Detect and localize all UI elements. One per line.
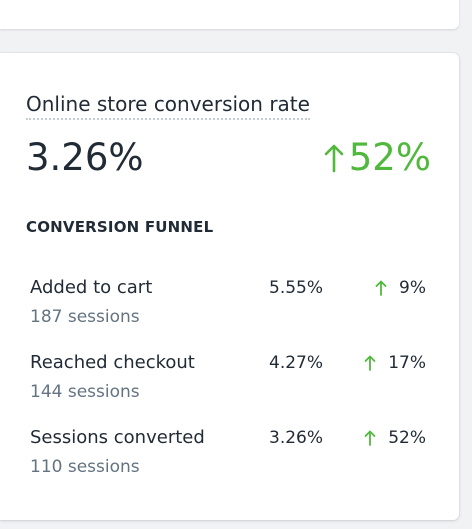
funnel-row-change-value: 52% <box>388 428 426 448</box>
funnel-row-rate: 5.55% <box>269 278 324 298</box>
conversion-rate-change: 52% <box>323 135 431 181</box>
funnel-row-change-value: 17% <box>388 353 426 373</box>
funnel-heading: CONVERSION FUNNEL <box>26 218 214 236</box>
arrow-up-icon <box>324 144 344 173</box>
conversion-rate-change-value: 52% <box>348 136 431 179</box>
funnel-row-change: 9% <box>375 276 426 300</box>
funnel-row-rate: 3.26% <box>269 428 324 448</box>
funnel-row-label: Sessions converted <box>30 427 205 448</box>
conversion-rate-value: 3.26% <box>26 136 144 179</box>
previous-card <box>0 0 459 29</box>
funnel-row-rate: 4.27% <box>269 353 324 373</box>
funnel-row-reached-checkout: Reached checkout 144 sessions 4.27% 17% <box>30 351 430 407</box>
funnel-row-sessions: 187 sessions <box>30 307 140 327</box>
funnel-row-sessions: 110 sessions <box>30 457 140 477</box>
funnel-row-sessions-converted: Sessions converted 110 sessions 3.26% 52… <box>30 426 430 482</box>
arrow-up-icon <box>364 430 376 446</box>
arrow-up-icon <box>375 280 387 296</box>
funnel-row-label: Added to cart <box>30 277 153 298</box>
funnel-row-added-to-cart: Added to cart 187 sessions 5.55% 9% <box>30 276 430 332</box>
funnel-row-sessions: 144 sessions <box>30 382 140 402</box>
conversion-rate-card: Online store conversion rate 3.26% 52% C… <box>0 53 459 520</box>
arrow-up-icon <box>364 355 376 371</box>
funnel-row-change: 17% <box>364 351 426 375</box>
funnel-row-change: 52% <box>364 426 426 450</box>
funnel-row-label: Reached checkout <box>30 352 195 373</box>
card-title[interactable]: Online store conversion rate <box>26 91 310 120</box>
funnel-row-change-value: 9% <box>399 278 426 298</box>
